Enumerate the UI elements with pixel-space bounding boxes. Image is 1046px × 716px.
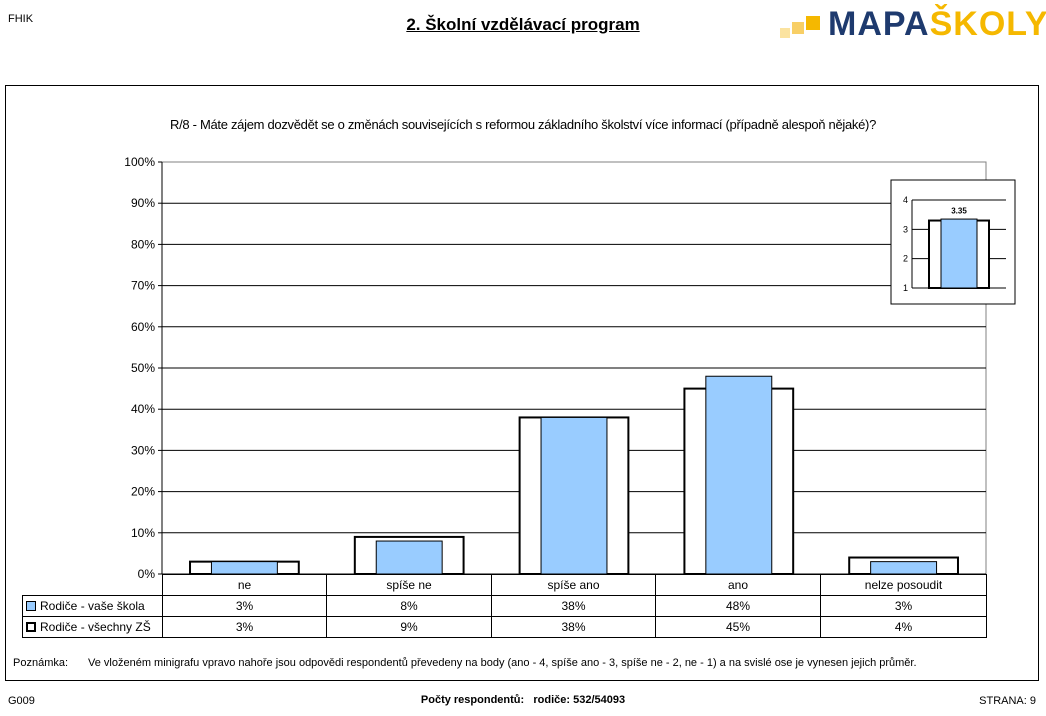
table-cell: 48% — [655, 595, 821, 617]
legend-swatch-blue — [26, 601, 36, 611]
respondents-label: Počty respondentů: — [420, 694, 525, 706]
y-tick-label: 40% — [131, 402, 155, 416]
y-tick-label: 30% — [131, 443, 155, 457]
bar-your-school — [210, 561, 278, 575]
table-category: nelze posoudit — [820, 574, 987, 596]
table-cell: 38% — [491, 616, 656, 638]
y-tick-label: 50% — [131, 361, 155, 375]
logo-text: MAPAŠKOLY — [828, 5, 1046, 44]
mapa-skoly-logo: MAPAŠKOLY — [780, 5, 1046, 44]
question-text: R/8 - Máte zájem dozvědět se o změnách s… — [169, 117, 877, 132]
data-table: ne spíše ne spíše ano ano nelze posoudit… — [22, 574, 987, 638]
table-category: ano — [655, 574, 821, 596]
bar-your-school — [375, 540, 443, 575]
table-corner — [23, 575, 163, 596]
minichart-y-tick-label: 2 — [903, 254, 908, 264]
table-category: ne — [162, 574, 327, 596]
logo-square-icon — [806, 16, 820, 30]
page-number: STRANA: 9 — [979, 695, 1036, 707]
table-cell: 3% — [820, 595, 987, 617]
y-tick-label: 100% — [124, 155, 155, 169]
bar-your-school — [870, 561, 938, 575]
table-cell: 45% — [655, 616, 821, 638]
y-tick-label: 70% — [131, 279, 155, 293]
y-tick-label: 80% — [131, 237, 155, 251]
table-category: spíše ano — [491, 574, 656, 596]
page-title: 2. Školní vzdělávací program — [406, 15, 640, 34]
logo-text-part1: MAPA — [828, 5, 930, 43]
table-header-row: ne spíše ne spíše ano ano nelze posoudit — [23, 574, 987, 596]
footer-respondents: Počty respondentů: rodiče: 532/54093 — [0, 694, 1046, 706]
minichart-y-tick-label: 1 — [903, 283, 908, 293]
table-cell: 9% — [326, 616, 492, 638]
table-cell: 3% — [162, 616, 327, 638]
footer-code: G009 — [8, 695, 35, 707]
logo-square-icon — [780, 28, 790, 38]
legend-label: Rodiče - všechny ZŠ — [40, 620, 151, 634]
logo-square-icon — [792, 22, 804, 34]
minichart-data-label: 3.35 — [951, 207, 967, 216]
legend-series-2: Rodiče - všechny ZŠ — [22, 616, 163, 638]
y-tick-label: 10% — [131, 526, 155, 540]
note-text: Ve vloženém minigrafu vpravo nahoře jsou… — [88, 657, 917, 669]
respondents-value: rodiče: 532/54093 — [533, 694, 626, 706]
table-cell: 38% — [491, 595, 656, 617]
bar-your-school — [540, 416, 608, 575]
y-tick-label: 60% — [131, 320, 155, 334]
legend-series-1: Rodiče - vaše škola — [22, 595, 163, 617]
minichart-y-tick-label: 3 — [903, 224, 908, 234]
table-category: spíše ne — [326, 574, 492, 596]
y-tick-label: 90% — [131, 196, 155, 210]
legend-label: Rodiče - vaše škola — [40, 599, 145, 613]
table-row: Rodiče - vaše škola 3% 8% 38% 48% 3% — [22, 595, 987, 617]
school-code: FHIK — [8, 13, 34, 25]
note-label: Poznámka: — [13, 657, 69, 669]
table-cell: 8% — [326, 595, 492, 617]
legend-swatch-white — [26, 622, 36, 632]
y-tick-label: 20% — [131, 485, 155, 499]
y-tick-label: 0% — [138, 567, 156, 581]
chart-frame — [5, 85, 1039, 681]
table-cell: 3% — [162, 595, 327, 617]
bar-your-school — [705, 375, 773, 575]
table-cell: 4% — [820, 616, 987, 638]
minichart-bar-your-school — [940, 218, 978, 289]
minichart-y-tick-label: 4 — [903, 195, 908, 205]
table-row: Rodiče - všechny ZŠ 3% 9% 38% 45% 4% — [22, 616, 987, 638]
logo-text-part2: ŠKOLY — [929, 5, 1046, 43]
